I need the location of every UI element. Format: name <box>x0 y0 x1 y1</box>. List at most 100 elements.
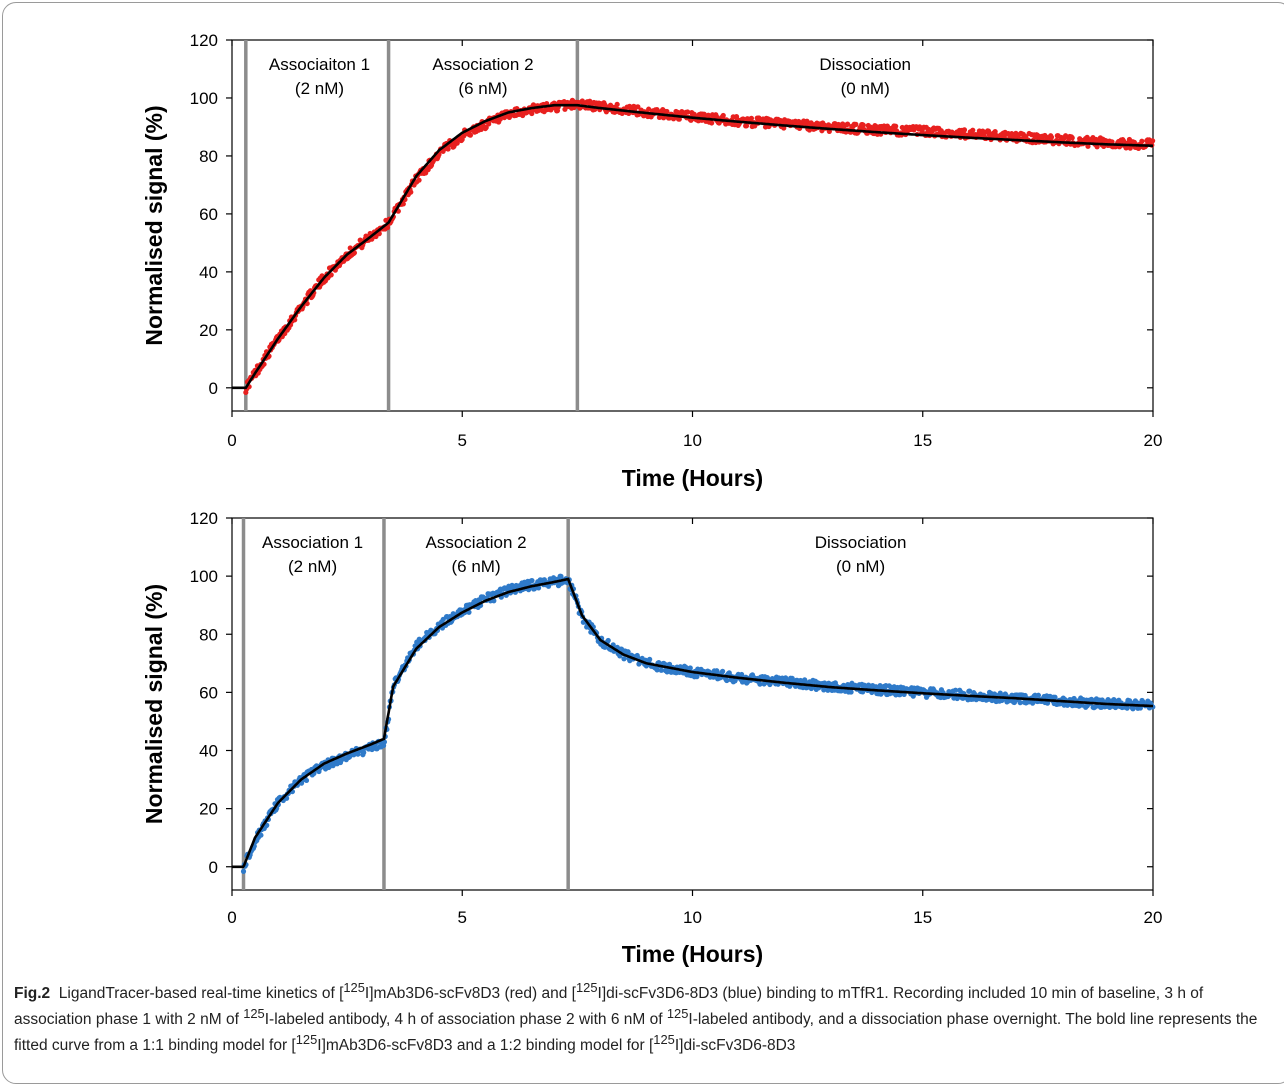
data-point <box>1085 143 1091 149</box>
caption-text-6: I]mAb3D6-scFv8D3 and a 1:2 binding model… <box>317 1037 654 1055</box>
data-point <box>688 117 694 123</box>
data-point <box>400 201 406 207</box>
caption-text-3: I]di-scFv3D6-8D3 (blue) binding to mTfR1… <box>14 985 1204 1029</box>
data-point <box>497 116 503 122</box>
data-point <box>714 668 720 674</box>
phase-label: Dissociation <box>815 533 907 552</box>
caption-text-7: I]di-scFv3D6-8D3 <box>674 1037 796 1055</box>
x-tick-label: 5 <box>458 908 467 927</box>
x-tick-label: 0 <box>227 431 236 450</box>
x-tick-label: 15 <box>913 431 932 450</box>
data-point <box>992 129 998 135</box>
data-point <box>853 121 859 127</box>
fit-curve <box>232 577 1153 869</box>
phase-concentration: (0 nM) <box>841 79 890 98</box>
data-point <box>1035 692 1042 698</box>
phase-concentration: (0 nM) <box>836 557 885 576</box>
data-point <box>848 689 854 695</box>
y-tick-label: 120 <box>190 509 218 528</box>
phase-label: Association 2 <box>426 533 527 552</box>
data-point <box>454 140 460 146</box>
y-tick-label: 120 <box>190 31 218 50</box>
data-point <box>536 585 542 591</box>
phase-label: Association 1 <box>262 533 363 552</box>
phase-concentration: (6 nM) <box>452 557 501 576</box>
data-point <box>709 120 715 126</box>
data-point <box>893 123 899 129</box>
x-tick-label: 10 <box>683 908 702 927</box>
data-point <box>384 224 391 231</box>
phase-label: Dissociation <box>819 55 911 74</box>
data-point <box>1124 705 1130 711</box>
data-point <box>1094 144 1100 150</box>
data-point <box>614 101 620 107</box>
caption-sup-1: 125 <box>343 980 365 995</box>
x-tick-label: 20 <box>1144 431 1163 450</box>
data-point <box>658 667 664 673</box>
data-point <box>654 667 660 673</box>
caption-label: Fig.2 <box>14 985 51 1003</box>
data-point <box>860 122 866 128</box>
data-point <box>720 668 726 674</box>
data-point <box>491 598 497 604</box>
data-point <box>647 656 653 662</box>
data-point <box>664 108 670 115</box>
data-point <box>529 110 535 117</box>
data-point <box>258 832 264 838</box>
y-axis-title: Normalised signal (%) <box>141 105 167 345</box>
y-tick-label: 40 <box>199 742 218 761</box>
caption-text-5: I-labeled antibody, and a dissociation p… <box>14 1011 1258 1055</box>
caption-text-4: I-labeled antibody, 4 h of association p… <box>264 1011 667 1029</box>
x-tick-label: 0 <box>227 908 236 927</box>
data-point <box>240 868 247 874</box>
data-point <box>705 112 711 118</box>
data-point <box>1052 694 1058 700</box>
chart-top: 0 20 40 60 80 100 120 0 5 10 15 20 Time (Hours) Norma… <box>141 31 1162 491</box>
phase-concentration: (6 nM) <box>458 79 507 98</box>
data-point <box>961 127 968 133</box>
y-tick-label: 20 <box>199 321 218 340</box>
data-point <box>687 665 693 671</box>
x-axis-title: Time (Hours) <box>622 465 763 491</box>
x-tick-label: 15 <box>913 908 932 927</box>
chart-bottom: 0 20 40 60 80 100 120 0 5 10 15 20 Time (Hours) Norma… <box>141 509 1162 967</box>
data-point <box>1048 134 1055 140</box>
data-points-series <box>243 97 1156 396</box>
data-point <box>844 121 851 127</box>
x-tick-label: 10 <box>683 431 702 450</box>
data-point <box>408 189 414 195</box>
phase-label: Association 2 <box>432 55 533 74</box>
data-point <box>646 106 652 112</box>
data-point <box>621 656 627 662</box>
data-point <box>1017 700 1023 706</box>
phase-label: Associaiton 1 <box>269 55 370 74</box>
y-tick-label: 60 <box>199 683 218 702</box>
x-tick-label: 5 <box>458 431 467 450</box>
y-tick-label: 60 <box>199 205 218 224</box>
y-tick-label: 0 <box>209 379 218 398</box>
data-point <box>445 146 451 152</box>
data-point <box>545 583 552 589</box>
data-point <box>1150 138 1156 144</box>
x-tick-label: 20 <box>1144 908 1163 927</box>
x-axis-title: Time (Hours) <box>622 941 763 967</box>
data-point <box>361 749 367 756</box>
data-point <box>529 578 535 584</box>
data-point <box>685 109 691 115</box>
y-tick-label: 100 <box>190 567 218 586</box>
y-axis-title: Normalised signal (%) <box>141 584 167 824</box>
data-point <box>381 739 388 745</box>
data-point <box>952 687 959 693</box>
data-point <box>483 124 489 131</box>
data-point <box>635 104 641 110</box>
caption-sup-2: 125 <box>575 980 598 995</box>
data-point <box>980 128 986 134</box>
y-tick-label: 80 <box>199 147 218 166</box>
data-point <box>625 649 631 655</box>
data-point <box>486 121 492 127</box>
data-point <box>757 681 763 687</box>
y-tick-label: 100 <box>190 89 218 108</box>
data-point <box>724 677 730 684</box>
